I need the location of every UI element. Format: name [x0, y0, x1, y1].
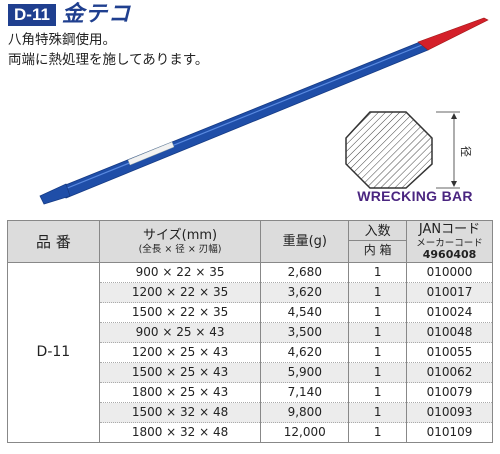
jan-cell: 010093	[406, 402, 493, 423]
size-cell: 1200 × 25 × 43	[98, 342, 262, 363]
size-cell: 1500 × 25 × 43	[98, 362, 262, 383]
jan-cell: 010024	[406, 302, 493, 323]
weight-cell: 9,800	[260, 402, 350, 423]
jan-cell: 010000	[406, 262, 493, 283]
table-row: 1500 × 32 × 48 9,800 1 010093	[8, 402, 493, 423]
size-cell: 900 × 25 × 43	[98, 322, 262, 343]
jan-cell: 010109	[406, 422, 493, 443]
qty-cell: 1	[348, 362, 408, 383]
header-size: サイズ(mm) (全長 × 径 × 刃幅)	[98, 220, 262, 263]
header-qty: 入数 内 箱	[348, 220, 408, 263]
spec-table: 品 番 サイズ(mm) (全長 × 径 × 刃幅) 重量(g) 入数 内 箱 J…	[7, 220, 493, 443]
qty-cell: 1	[348, 402, 408, 423]
size-cell: 1200 × 22 × 35	[98, 282, 262, 303]
jan-cell: 010048	[406, 322, 493, 343]
size-cell: 1800 × 32 × 48	[98, 422, 262, 443]
table-row: 1500 × 25 × 43 5,900 1 010062	[8, 362, 493, 383]
weight-cell: 4,540	[260, 302, 350, 323]
weight-cell: 4,620	[260, 342, 350, 363]
header-model: 品 番	[7, 220, 100, 263]
product-title: 金テコ	[62, 2, 132, 27]
description-line-2: 両端に熱処理を施してあります。	[8, 52, 209, 68]
qty-cell: 1	[348, 342, 408, 363]
weight-cell: 7,140	[260, 382, 350, 403]
qty-cell: 1	[348, 422, 408, 443]
product-description: 八角特殊鋼使用。 両端に熱処理を施してあります。	[8, 30, 208, 70]
octagon-section	[345, 111, 433, 189]
table-row: D-11 900 × 22 × 35 2,680 1 010000	[7, 262, 493, 443]
table-row: 1800 × 25 × 43 7,140 1 010079	[8, 382, 493, 403]
weight-cell: 3,620	[260, 282, 350, 303]
qty-cell: 1	[348, 282, 408, 303]
table-row: 900 × 25 × 43 3,500 1 010048	[8, 322, 493, 343]
jan-cell: 010062	[406, 362, 493, 383]
description-line-1: 八角特殊鋼使用。	[8, 32, 116, 48]
product-code-badge: D-11	[8, 4, 56, 26]
weight-cell: 5,900	[260, 362, 350, 383]
size-cell: 1800 × 25 × 43	[98, 382, 262, 403]
size-cell: 900 × 22 × 35	[98, 262, 262, 283]
bar-red-tip	[417, 17, 489, 51]
header-jan: JANコード メーカーコード 4960408	[406, 220, 493, 263]
size-cell: 1500 × 22 × 35	[98, 302, 262, 323]
weight-cell: 12,000	[260, 422, 350, 443]
qty-cell: 1	[348, 262, 408, 283]
cross-section-diagram: 径	[345, 111, 472, 189]
qty-cell: 1	[348, 322, 408, 343]
size-cell: 1500 × 32 × 48	[98, 402, 262, 423]
qty-cell: 1	[348, 382, 408, 403]
model-cell: D-11	[7, 262, 100, 443]
diagram-caption: WRECKING BAR	[357, 188, 473, 204]
bar-label-sticker	[127, 141, 175, 166]
weight-cell: 3,500	[260, 322, 350, 343]
header-weight: 重量(g)	[260, 220, 350, 263]
bar-chisel-end	[39, 183, 71, 205]
table-row: 1200 × 25 × 43 4,620 1 010055	[8, 342, 493, 363]
table-row: 1500 × 22 × 35 4,540 1 010024	[8, 302, 493, 323]
jan-cell: 010079	[406, 382, 493, 403]
table-row: 1800 × 32 × 48 12,000 1 010109	[8, 422, 493, 443]
wrecking-bar-image	[39, 17, 489, 205]
jan-cell: 010055	[406, 342, 493, 363]
weight-cell: 2,680	[260, 262, 350, 283]
jan-cell: 010017	[406, 282, 493, 303]
diameter-label: 径	[459, 146, 472, 157]
qty-cell: 1	[348, 302, 408, 323]
table-row: 1200 × 22 × 35 3,620 1 010017	[8, 282, 493, 303]
